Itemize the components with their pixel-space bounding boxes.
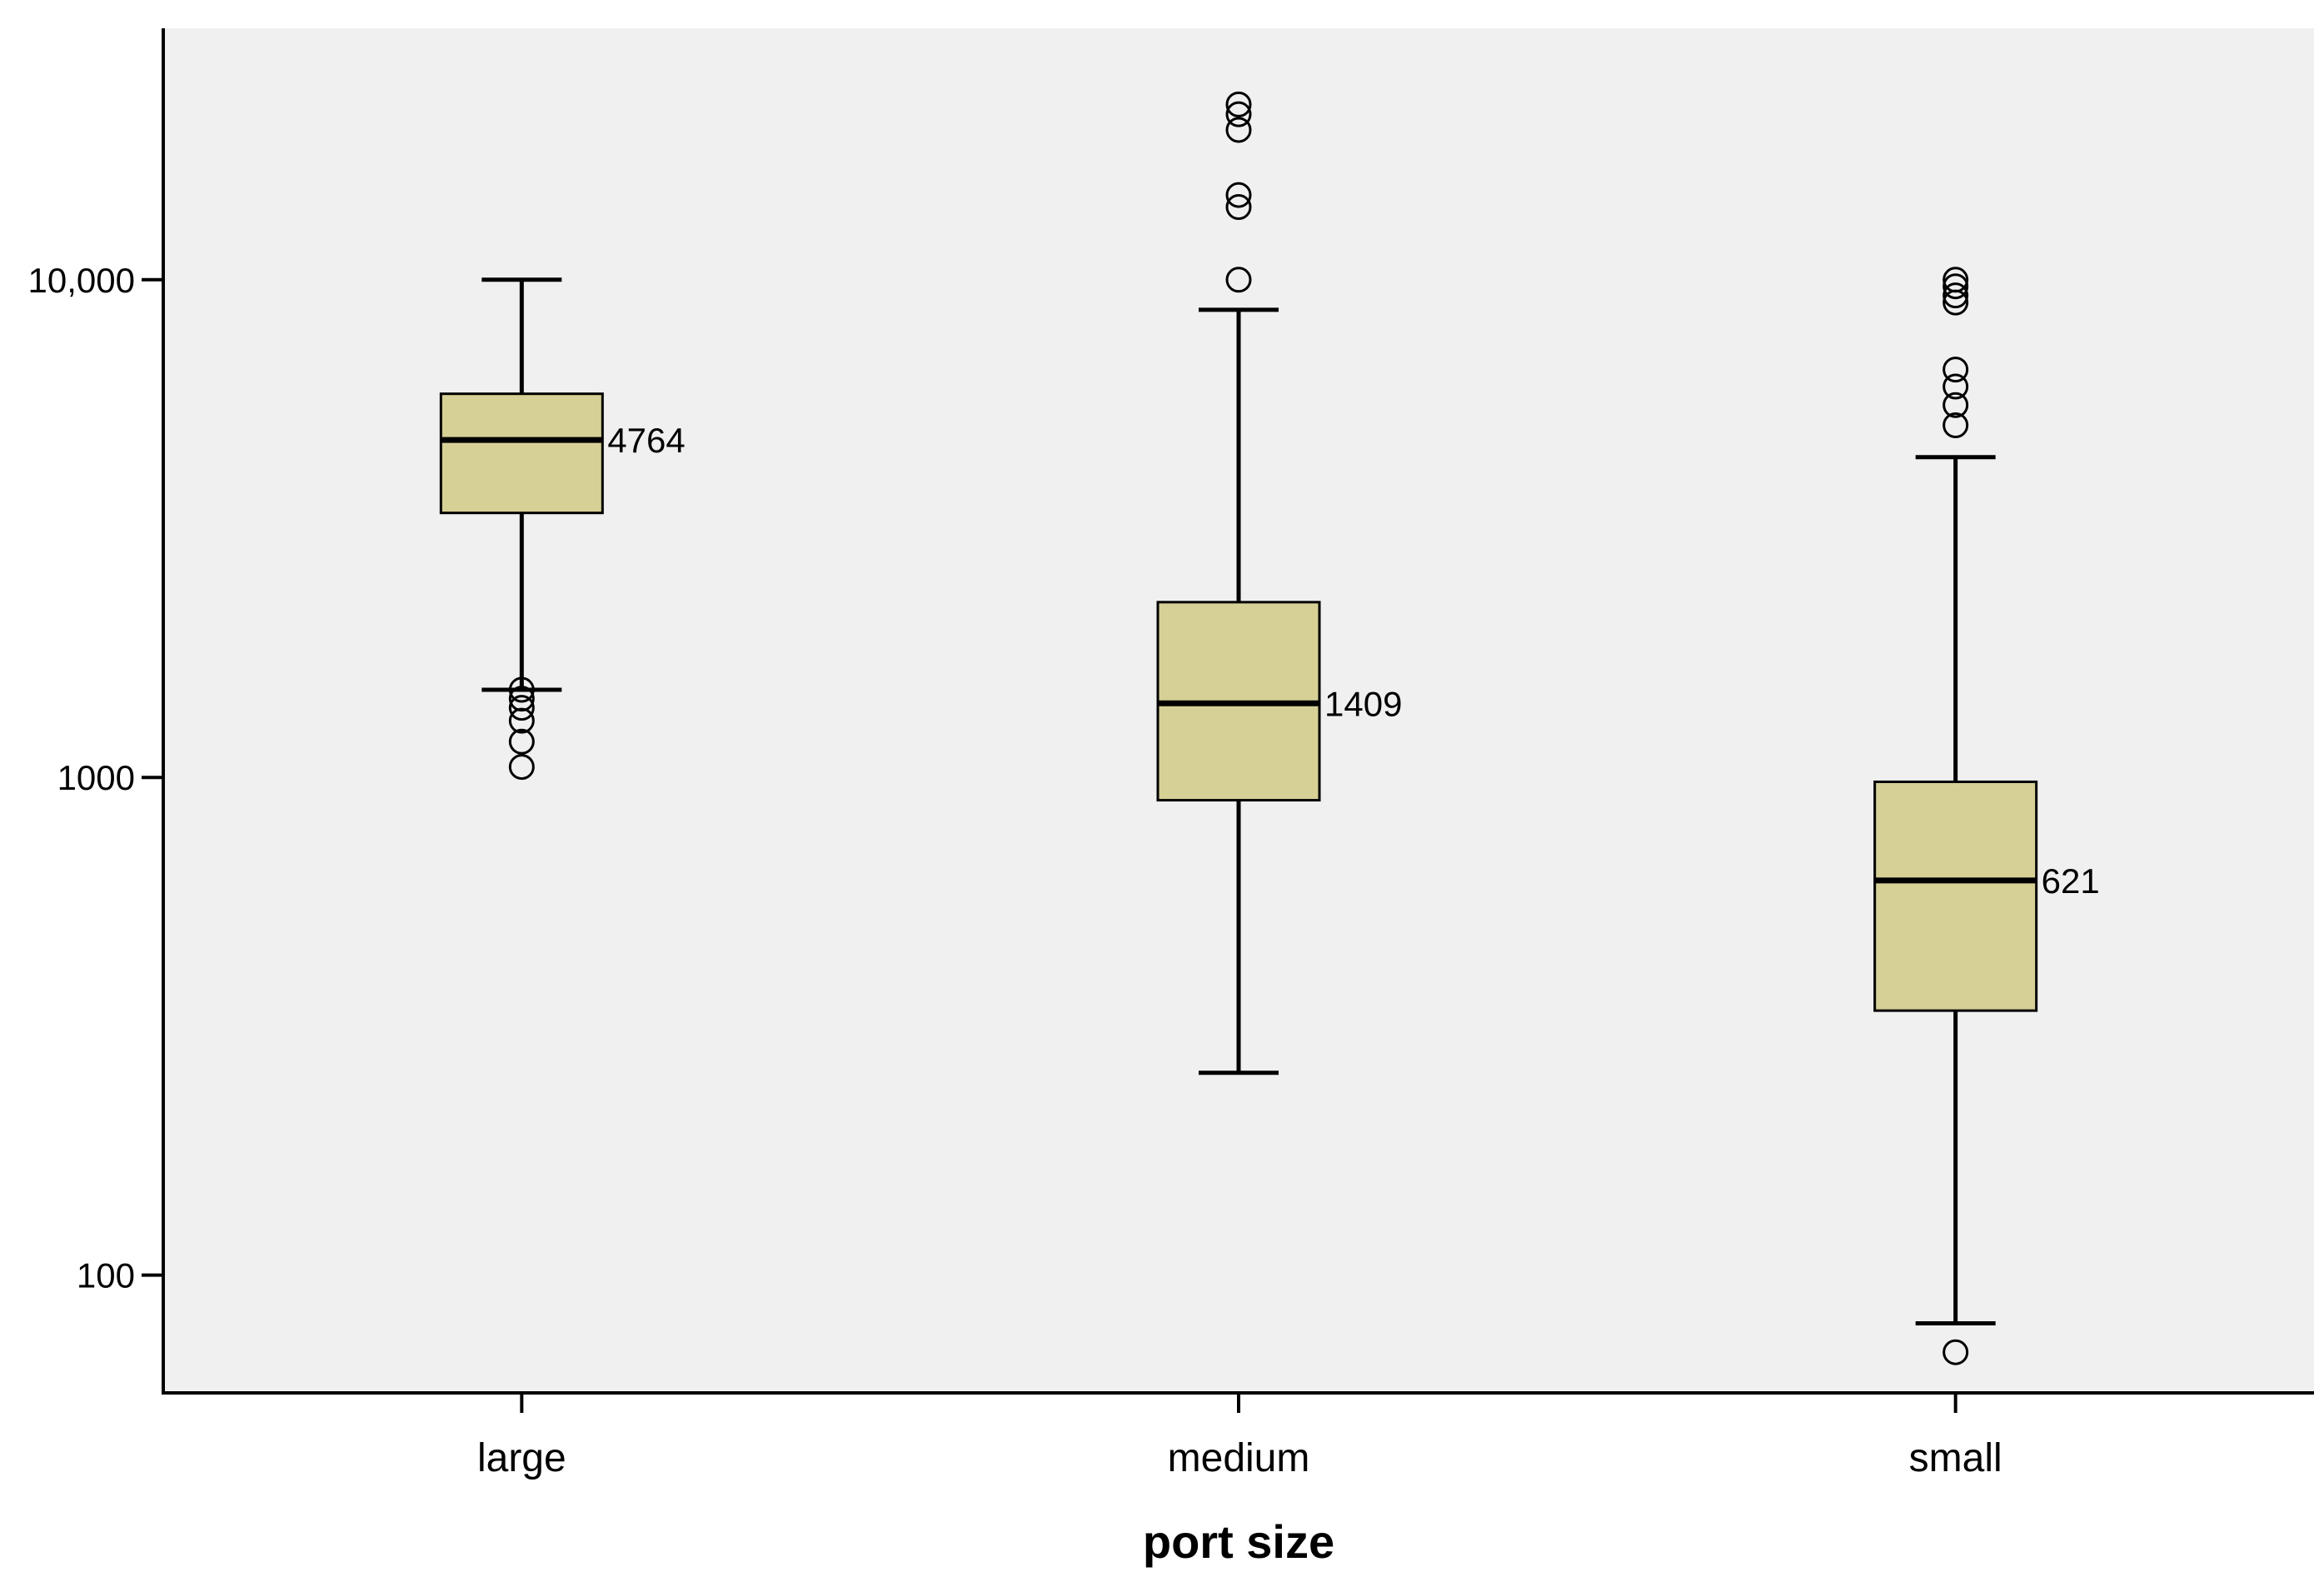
x-tick-label: small — [1909, 1436, 2002, 1480]
outlier-point — [1225, 101, 1252, 127]
outlier-point — [1225, 193, 1252, 220]
outlier-point — [508, 728, 535, 755]
box-large: 4764 — [439, 277, 686, 781]
outlier-point — [508, 707, 535, 734]
outlier-point — [1942, 282, 1969, 309]
outlier-point — [1225, 91, 1252, 117]
outlier-point — [508, 754, 535, 781]
x-axis-ticks: large medium small — [477, 1393, 2002, 1480]
outlier-point — [1942, 267, 1969, 293]
y-tick-label: 10,000 — [28, 261, 135, 300]
y-axis-ticks: 100 1000 10,000 — [28, 261, 163, 1295]
median-label: 4764 — [607, 421, 685, 460]
iqr-box — [439, 392, 604, 515]
box-small: 621 — [1873, 267, 2100, 1365]
x-axis-title: port size — [1143, 1515, 1334, 1568]
boxes-layer: 4764 1409 621 — [439, 91, 2100, 1365]
outlier-point — [1225, 117, 1252, 143]
outlier-point — [508, 676, 535, 703]
iqr-box — [1873, 780, 2038, 1012]
median-label: 1409 — [1324, 684, 1402, 723]
x-tick-label: large — [477, 1436, 566, 1480]
median-label: 621 — [2042, 861, 2100, 901]
outlier-point — [1942, 273, 1969, 300]
x-tick-label: medium — [1168, 1436, 1310, 1480]
box-medium: 1409 — [1156, 91, 1402, 1075]
outlier-point — [1942, 392, 1969, 418]
outlier-point — [1225, 182, 1252, 208]
outlier-point — [1942, 1339, 1969, 1365]
y-tick-label: 1000 — [57, 758, 135, 797]
y-tick-label: 100 — [77, 1256, 135, 1295]
outlier-point — [508, 695, 535, 721]
outlier-point — [1942, 373, 1969, 400]
outlier-point — [1225, 267, 1252, 293]
outlier-point — [1942, 412, 1969, 439]
outlier-point — [1942, 357, 1969, 383]
